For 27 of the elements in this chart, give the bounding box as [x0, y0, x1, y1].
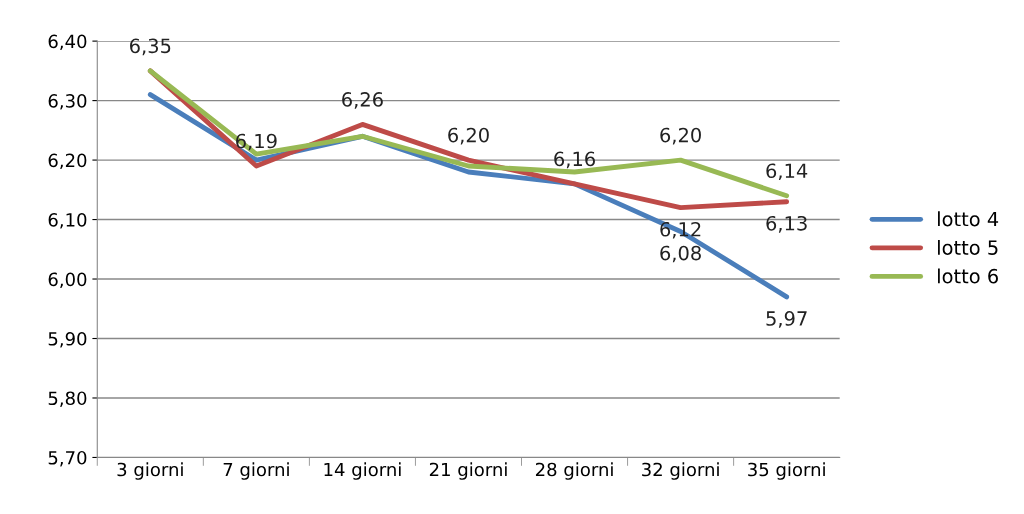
x-tick-label: 3 giorni	[117, 462, 183, 480]
y-tick-label: 5,80	[48, 391, 87, 407]
x-tick-label: 35 giorni	[748, 462, 825, 480]
y-tick-label: 5,90	[48, 331, 87, 348]
data-label: 6,16	[554, 151, 595, 169]
y-tick-label: 6,00	[48, 272, 87, 288]
x-tick-label: 7 giorni	[223, 462, 289, 480]
x-tick-label: 32 giorni	[642, 462, 719, 480]
x-tick-label: 28 giorni	[535, 462, 613, 480]
data-label: 6,20	[660, 127, 701, 145]
y-tick-label: 6,30	[48, 94, 87, 110]
data-label: 6,14	[766, 163, 808, 181]
x-tick-label: 14 giorni	[324, 462, 401, 480]
y-tick-label: 6,20	[48, 153, 87, 170]
y-tick-label: 6,40	[48, 34, 87, 51]
data-label: 6,26	[342, 92, 383, 109]
legend-label: lotto 4	[938, 211, 999, 227]
data-label: 6,08	[660, 245, 701, 263]
legend-label: lotto 6	[938, 268, 998, 284]
data-label: 6,20	[448, 127, 489, 145]
x-tick-label: 21 giorni	[429, 462, 507, 480]
y-tick-label: 6,10	[48, 213, 87, 229]
data-label: 5,97	[766, 311, 807, 328]
data-label: 6,13	[766, 215, 807, 233]
y-tick-label: 5,70	[48, 450, 87, 467]
data-label: 6,35	[130, 38, 171, 56]
legend-label: lotto 5	[938, 239, 998, 255]
